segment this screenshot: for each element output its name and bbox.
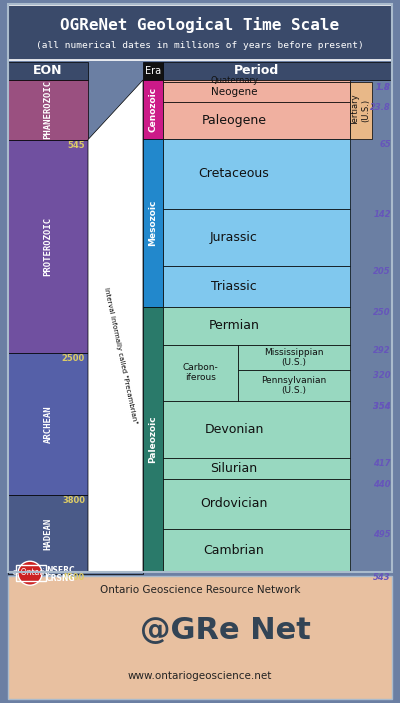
Text: Paleozoic: Paleozoic [148,415,158,463]
Circle shape [18,561,42,585]
Text: Cambrian: Cambrian [204,543,264,557]
Bar [143,62,163,80]
Text: NSERC: NSERC [46,566,75,575]
Text: EON: EON [33,65,63,77]
Text: 495: 495 [373,529,391,538]
Bar [163,266,350,307]
Text: 354: 354 [373,401,391,411]
Text: ⊗ Ontario: ⊗ Ontario [12,568,50,577]
Bar [143,139,163,307]
Bar [163,479,350,529]
Text: OGReNet Geological Time Scale: OGReNet Geological Time Scale [60,17,340,33]
Text: Neogene: Neogene [211,86,257,96]
Bar [163,344,238,401]
Text: 2500: 2500 [62,354,85,363]
Text: Tertiary
(U.S.): Tertiary (U.S.) [351,94,371,126]
Text: 250: 250 [373,307,391,316]
Text: 142: 142 [373,209,391,219]
Text: 545: 545 [67,141,85,150]
Text: 65: 65 [379,140,391,149]
Text: @GRe Net: @GRe Net [140,617,310,645]
Text: 205: 205 [373,266,391,276]
Bar [163,401,350,458]
Bar [8,80,88,140]
Text: 440: 440 [373,479,391,489]
Text: 4500: 4500 [62,573,85,582]
Text: Mississippian
(U.S.): Mississippian (U.S.) [264,347,324,367]
Bar [163,82,350,101]
Text: Devonian: Devonian [204,423,264,436]
Bar [350,82,372,139]
Text: 417: 417 [373,459,391,467]
Text: Cretaceous: Cretaceous [199,167,270,180]
Text: ARCHEAN: ARCHEAN [44,406,52,443]
Text: Silurian: Silurian [210,462,258,475]
Text: Triassic: Triassic [211,280,257,292]
Text: Cenozoic: Cenozoic [148,87,158,132]
Text: 23.8: 23.8 [370,103,391,112]
Bar [163,80,350,82]
Bar [143,307,163,572]
Bar [163,62,391,80]
Bar [143,80,163,139]
Bar [8,62,88,80]
Text: Permian: Permian [209,319,260,332]
Text: Interval informally called "Precambrian": Interval informally called "Precambrian" [103,287,138,425]
Bar [238,370,350,401]
Bar [8,496,88,572]
Bar [163,209,350,266]
Text: Quaternary: Quaternary [210,77,258,85]
Text: Pennsylvanian
(U.S.): Pennsylvanian (U.S.) [261,375,326,395]
Bar [163,139,350,209]
Bar [16,565,46,581]
Bar [163,101,350,139]
Text: 1.8: 1.8 [376,83,391,91]
Text: 292: 292 [373,346,391,354]
Bar [163,529,350,572]
Polygon shape [88,80,143,572]
Text: Period: Period [234,65,279,77]
Text: HADEAN: HADEAN [44,517,52,550]
Bar [8,576,392,699]
Text: Era: Era [145,66,161,76]
Text: PHANEROZOIC: PHANEROZOIC [44,80,52,139]
Bar [163,458,350,479]
Text: Ontario Geoscience Resource Network: Ontario Geoscience Resource Network [100,585,300,595]
Bar [8,354,88,496]
Bar [8,572,143,574]
Text: 354: 354 [373,401,391,411]
Text: Jurassic: Jurassic [210,231,258,244]
Text: www.ontariogeoscience.net: www.ontariogeoscience.net [128,671,272,681]
Text: (all numerical dates in millions of years before present): (all numerical dates in millions of year… [36,41,364,49]
Text: 3800: 3800 [62,496,85,505]
Bar [8,5,392,60]
Text: Mesozoic: Mesozoic [148,200,158,246]
Text: PROTEROZOIC: PROTEROZOIC [44,217,52,276]
Bar [238,344,350,370]
Text: 1.8: 1.8 [376,83,391,91]
Text: Carbon-
iferous: Carbon- iferous [182,363,218,382]
Text: 543: 543 [373,573,391,582]
Bar [8,4,392,572]
Text: Ordovician: Ordovician [200,497,268,510]
Bar [8,140,88,354]
Text: Paleogene: Paleogene [202,114,266,127]
Bar [163,307,350,344]
Text: 320: 320 [373,371,391,380]
Text: CRSNG: CRSNG [46,574,76,583]
